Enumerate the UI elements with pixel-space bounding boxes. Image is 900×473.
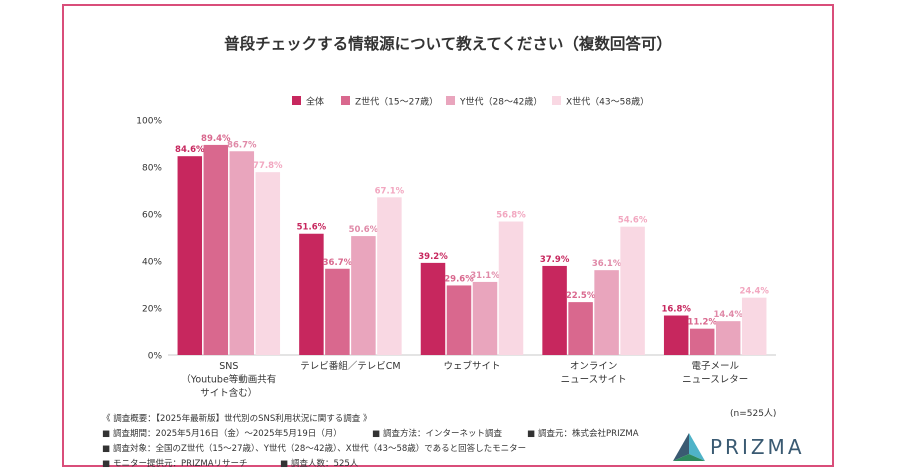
survey-method: 調査方法：インターネット調査 bbox=[383, 429, 503, 439]
bars: 84.6%89.4%86.7% 77.8% 51.6% 36.7% 50.6% 67.1%… bbox=[175, 134, 769, 355]
bullet: ■ bbox=[102, 429, 111, 439]
data-label: 77.8% bbox=[253, 161, 283, 171]
chart-title: 普段チェックする情報源について教えてください（複数回答可） bbox=[224, 34, 672, 53]
bar bbox=[255, 172, 281, 355]
bar bbox=[741, 297, 767, 355]
data-label: 67.1% bbox=[375, 186, 405, 196]
bar bbox=[446, 285, 472, 355]
bar bbox=[568, 302, 593, 355]
data-label: 22.5% bbox=[566, 291, 596, 301]
data-label: 29.6% bbox=[444, 274, 474, 284]
bar-chart: 普段チェックする情報源について教えてください（複数回答可） 全体 Z世代（15〜2… bbox=[136, 34, 776, 399]
survey-target: 調査対象：全国のZ世代（15〜27歳）、Y世代（28〜42歳）、X世代（43〜5… bbox=[113, 444, 527, 454]
survey-provider: モニター提供元：PRIZMAリサーチ bbox=[113, 459, 248, 469]
bar bbox=[715, 321, 741, 355]
x-axis-labels: SNS （Youtube等動画共有サイト含む） テレビ番組／テレビCM ウェブサイト オ… bbox=[181, 360, 748, 399]
legend-label: 全体 bbox=[306, 96, 324, 108]
data-label: 36.7% bbox=[323, 258, 353, 268]
x-tick-label: 電子メールニュースレター bbox=[682, 361, 748, 386]
x-tick-label: ウェブサイト bbox=[443, 360, 500, 372]
bar bbox=[689, 328, 715, 355]
data-label: 50.6% bbox=[349, 225, 379, 235]
bar bbox=[620, 226, 645, 355]
survey-respondents: 調査人数：525人 bbox=[291, 459, 359, 469]
x-tick-label: テレビ番組／テレビCM bbox=[300, 360, 400, 372]
bar bbox=[325, 268, 350, 355]
x-tick-label-line: ニュースサイト bbox=[561, 375, 627, 386]
y-tick-label: 100% bbox=[136, 117, 162, 127]
data-label: 11.2% bbox=[687, 318, 717, 328]
x-tick-label: SNS （Youtube等動画共有サイト含む） bbox=[181, 361, 276, 399]
data-label: 89.4% bbox=[201, 134, 231, 144]
bar bbox=[498, 221, 524, 355]
bar bbox=[377, 197, 402, 355]
bullet: ■ bbox=[102, 459, 111, 469]
survey-period: 調査期間：2025年5月16日（金）〜2025年5月19日（月） bbox=[113, 429, 342, 439]
data-label: 36.1% bbox=[592, 259, 622, 269]
y-tick-label: 40% bbox=[142, 258, 162, 268]
bullet: ■ bbox=[280, 459, 289, 469]
data-label: 56.8% bbox=[496, 211, 526, 221]
x-tick-label-line: 電子メール bbox=[691, 361, 739, 372]
bar bbox=[351, 236, 376, 355]
bar bbox=[299, 233, 324, 355]
bar bbox=[420, 262, 446, 355]
y-tick-label: 0% bbox=[148, 352, 163, 362]
x-tick-label-line: （Youtube等動画共有 bbox=[181, 374, 276, 386]
logo-text: PRIZMA bbox=[710, 435, 805, 459]
legend-swatch bbox=[552, 96, 561, 105]
survey-notes: 《 調査概要：【2025年最新版】世代別のSNS利用状況に関する調査 》 ■ 調査… bbox=[102, 412, 707, 472]
legend-swatch bbox=[292, 96, 301, 105]
x-tick-label-line: テレビ番組／テレビCM bbox=[300, 360, 400, 372]
x-tick-label: オンラインニュースサイト bbox=[561, 361, 627, 386]
x-tick-label-line: SNS bbox=[219, 361, 238, 372]
data-label: 14.4% bbox=[713, 310, 743, 320]
bar bbox=[177, 156, 203, 355]
legend: 全体 Z世代（15〜27歳） Y世代（28〜42歳） X世代（43〜58歳） bbox=[292, 96, 649, 108]
survey-heading: 《 調査概要：【2025年最新版】世代別のSNS利用状況に関する調査 》 bbox=[102, 414, 372, 424]
data-label: 16.8% bbox=[661, 305, 691, 315]
data-label: 51.6% bbox=[297, 223, 327, 233]
y-tick-label: 80% bbox=[142, 164, 162, 174]
legend-swatch bbox=[341, 96, 350, 105]
data-label: 37.9% bbox=[540, 255, 570, 265]
bullet: ■ bbox=[102, 444, 111, 454]
x-tick-label-line: サイト含む） bbox=[200, 387, 257, 399]
bar bbox=[542, 265, 567, 355]
bullet: ■ bbox=[372, 429, 381, 439]
bar bbox=[229, 151, 255, 355]
bullet: ■ bbox=[527, 429, 536, 439]
bar bbox=[663, 315, 689, 355]
bar bbox=[203, 144, 229, 355]
bar bbox=[472, 281, 498, 355]
survey-organizer: 調査元：株式会社PRIZMA bbox=[538, 429, 639, 439]
data-label: 39.2% bbox=[418, 252, 448, 262]
bar bbox=[594, 270, 619, 355]
data-label: 54.6% bbox=[618, 216, 648, 226]
y-tick-label: 20% bbox=[142, 305, 162, 315]
x-tick-label-line: オンライン bbox=[570, 361, 618, 372]
data-label: 31.1% bbox=[470, 271, 500, 281]
x-tick-label-line: ウェブサイト bbox=[443, 360, 500, 372]
x-tick-label-line: ニュースレター bbox=[682, 375, 748, 386]
legend-label: Y世代（28〜42歳） bbox=[459, 96, 542, 108]
prizma-logo: PRIZMA bbox=[672, 432, 805, 462]
sample-size: (n=525人) bbox=[730, 409, 777, 419]
legend-label: Z世代（15〜27歳） bbox=[355, 96, 438, 108]
data-label: 84.6% bbox=[175, 145, 205, 155]
y-tick-label: 60% bbox=[142, 211, 162, 221]
data-label: 24.4% bbox=[739, 287, 769, 297]
prism-logo-icon bbox=[673, 433, 705, 461]
data-label: 86.7% bbox=[227, 140, 257, 150]
legend-swatch bbox=[446, 96, 455, 105]
legend-label: X世代（43〜58歳） bbox=[566, 96, 649, 108]
